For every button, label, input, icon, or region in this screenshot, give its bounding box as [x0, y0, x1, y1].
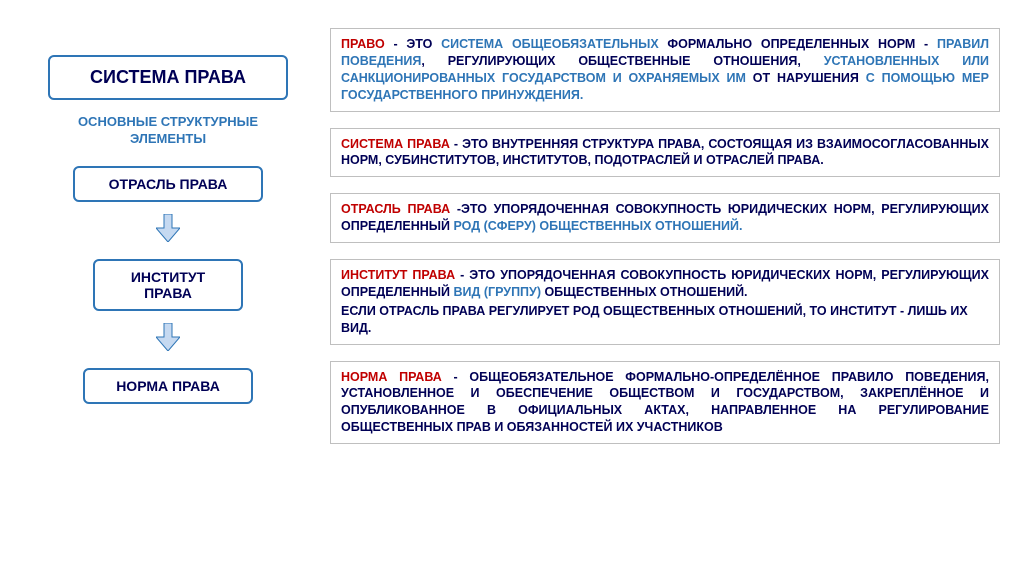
- arrow-down-icon: [156, 323, 180, 356]
- term-otrasl: ОТРАСЛЬ ПРАВА: [341, 202, 450, 216]
- element-institut-l2: ПРАВА: [144, 285, 192, 301]
- arrow-down-icon: [156, 214, 180, 247]
- structural-elements-label: ОСНОВНЫЕ СТРУКТУРНЫЕ ЭЛЕМЕНТЫ: [78, 114, 258, 148]
- term-norma: НОРМА ПРАВА: [341, 370, 442, 384]
- element-institut-l1: ИНСТИТУТ: [131, 269, 205, 285]
- main-title: СИСТЕМА ПРАВА: [48, 55, 288, 100]
- element-institut: ИНСТИТУТ ПРАВА: [93, 259, 243, 311]
- institut-extra: ЕСЛИ ОТРАСЛЬ ПРАВА РЕГУЛИРУЕТ РОД ОБЩЕСТ…: [341, 303, 989, 337]
- definition-norma: НОРМА ПРАВА - ОБЩЕОБЯЗАТЕЛЬНОЕ ФОРМАЛЬНО…: [330, 361, 1000, 445]
- term-institut: ИНСТИТУТ ПРАВА: [341, 268, 455, 282]
- term-pravo: ПРАВО: [341, 37, 385, 51]
- element-norma: НОРМА ПРАВА: [83, 368, 253, 404]
- term-sistema: СИСТЕМА ПРАВА: [341, 137, 450, 151]
- sublabel-line1: ОСНОВНЫЕ СТРУКТУРНЫЕ: [78, 114, 258, 129]
- left-column: СИСТЕМА ПРАВА ОСНОВНЫЕ СТРУКТУРНЫЕ ЭЛЕМЕ…: [28, 55, 308, 408]
- definition-pravo: ПРАВО - ЭТО СИСТЕМА ОБЩЕОБЯЗАТЕЛЬНЫХ ФОР…: [330, 28, 1000, 112]
- right-column: ПРАВО - ЭТО СИСТЕМА ОБЩЕОБЯЗАТЕЛЬНЫХ ФОР…: [330, 28, 1000, 444]
- definition-sistema: СИСТЕМА ПРАВА - ЭТО ВНУТРЕННЯЯ СТРУКТУРА…: [330, 128, 1000, 178]
- element-otrasl: ОТРАСЛЬ ПРАВА: [73, 166, 263, 202]
- definition-institut: ИНСТИТУТ ПРАВА - ЭТО УПОРЯДОЧЕННАЯ СОВОК…: [330, 259, 1000, 345]
- sublabel-line2: ЭЛЕМЕНТЫ: [130, 131, 206, 146]
- definition-otrasl: ОТРАСЛЬ ПРАВА -ЭТО УПОРЯДОЧЕННАЯ СОВОКУП…: [330, 193, 1000, 243]
